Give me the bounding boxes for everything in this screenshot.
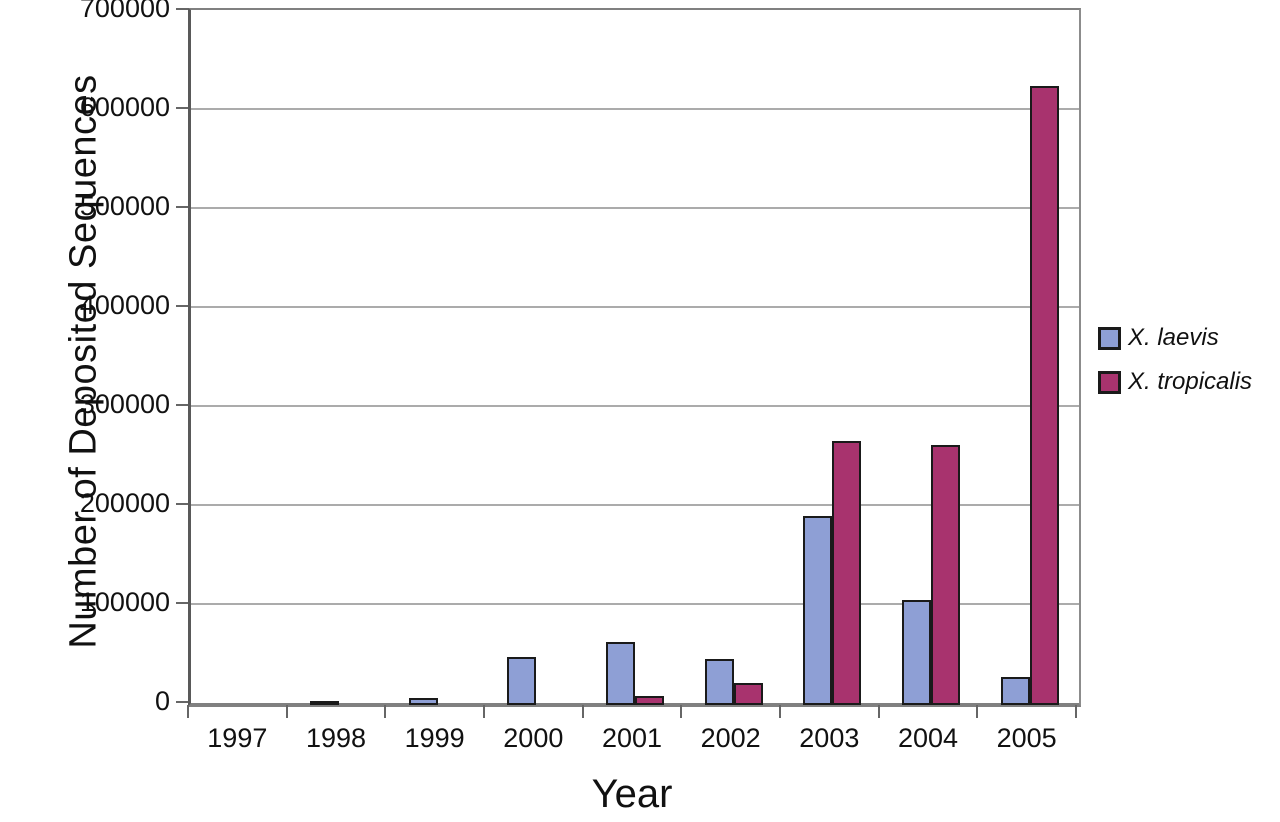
- tropicalis-swatch-icon: [1098, 370, 1121, 394]
- legend-label-tropicalis: X. tropicalis: [1128, 368, 1253, 395]
- bar-x-laevis-2001: [606, 642, 635, 705]
- x-axis-title: Year: [591, 772, 673, 816]
- bar-x-tropicalis-2001: [635, 696, 664, 705]
- y-axis-tick: [176, 701, 188, 703]
- bar-x-laevis-2005: [1001, 677, 1030, 705]
- x-axis-tick: [1075, 705, 1077, 718]
- x-axis-tick: [285, 705, 288, 718]
- y-axis-tick-label: 700000: [79, 0, 170, 23]
- x-axis-tick: [779, 705, 781, 718]
- bar-x-laevis-1999: [409, 698, 438, 705]
- gridline: [191, 108, 1079, 110]
- y-axis-tick: [176, 206, 188, 208]
- bar-x-tropicalis-2003: [832, 441, 861, 705]
- bar-x-laevis-1998: [310, 701, 339, 705]
- bar-x-tropicalis-2002: [734, 683, 763, 705]
- bar-x-tropicalis-2004: [931, 445, 960, 705]
- y-axis-tick-label: 200000: [79, 488, 170, 518]
- y-axis-tick-label: 500000: [79, 191, 170, 221]
- y-axis-tick: [176, 404, 188, 406]
- gridline: [191, 405, 1079, 407]
- legend-label-laevis: X. laevis: [1128, 324, 1219, 351]
- bar-x-laevis-2003: [803, 516, 832, 705]
- plot-area: [188, 8, 1081, 707]
- x-axis-tick: [187, 705, 189, 718]
- y-axis-tick: [176, 107, 188, 109]
- y-axis-tick-label: 0: [154, 686, 170, 716]
- x-axis-tick-label: 2002: [700, 723, 761, 753]
- x-axis-tick: [680, 705, 683, 718]
- x-axis-tick-label: 2005: [996, 723, 1057, 753]
- gridline: [191, 207, 1079, 209]
- bar-x-tropicalis-2005: [1030, 86, 1059, 705]
- legend-item-tropicalis: X. tropicalis: [1098, 368, 1252, 396]
- x-axis-tick: [384, 705, 387, 718]
- x-axis-tick: [581, 705, 584, 718]
- x-axis-tick-label: 1998: [305, 723, 367, 753]
- bar-x-laevis-2004: [902, 600, 931, 705]
- legend: X. laevis X. tropicalis: [1098, 324, 1252, 412]
- y-axis-tick-label: 300000: [79, 389, 170, 419]
- x-axis-tick: [483, 705, 485, 718]
- gridline: [191, 504, 1079, 506]
- y-axis-tick: [176, 8, 188, 10]
- x-axis-tick-label: 2004: [897, 723, 959, 753]
- y-axis-tick: [176, 602, 188, 604]
- x-axis-tick-label: 2000: [503, 723, 564, 753]
- y-axis-tick: [176, 305, 188, 307]
- y-axis-tick-label: 100000: [79, 587, 170, 617]
- y-axis-tick-label: 600000: [79, 92, 170, 122]
- x-axis-tick: [877, 705, 880, 718]
- x-axis-tick-label: 1999: [404, 723, 465, 753]
- x-axis-tick: [976, 705, 979, 718]
- bar-x-laevis-2002: [705, 659, 734, 705]
- y-axis-tick-label: 400000: [79, 290, 170, 320]
- legend-item-laevis: X. laevis: [1098, 324, 1252, 352]
- y-axis-tick: [176, 503, 188, 505]
- x-axis-tick-label: 2003: [799, 723, 860, 753]
- x-axis-tick-label: 2001: [601, 723, 663, 753]
- laevis-swatch-icon: [1098, 326, 1121, 350]
- gridline: [191, 603, 1079, 605]
- bar-x-laevis-2000: [507, 657, 536, 705]
- x-axis-tick-label: 1997: [207, 723, 268, 753]
- gridline: [191, 306, 1079, 308]
